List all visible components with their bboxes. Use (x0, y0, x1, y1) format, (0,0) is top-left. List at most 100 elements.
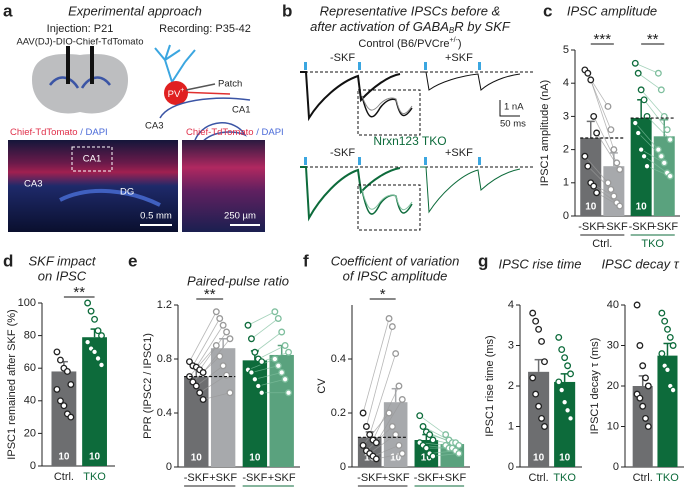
data-point (442, 431, 450, 439)
data-point (362, 423, 370, 430)
data-point (607, 126, 615, 134)
data-point (385, 315, 393, 322)
x-tick-label: TKO (656, 472, 679, 484)
data-point (541, 423, 548, 430)
y-tick-label: 0.4 (331, 353, 346, 365)
dg-cells (59, 189, 161, 207)
x-tick-label: +SKF (600, 221, 628, 233)
panel-letter: a (3, 1, 13, 20)
chart-title: Coefficient of variation (331, 253, 460, 268)
condition: -SKF (330, 147, 355, 159)
data-point (610, 146, 618, 154)
data-point (254, 382, 262, 390)
panel-letter: d (3, 251, 13, 270)
chart-title: on IPSC (38, 268, 87, 283)
pair-line (640, 149, 665, 164)
trace (300, 71, 401, 122)
x-tick-label: +SKF (438, 472, 466, 484)
ca3-label: CA3 (145, 121, 163, 132)
data-point (642, 414, 649, 422)
stain-label: Chief-TdTomato / DAPI (10, 127, 108, 138)
injection: Injection: P21 (47, 23, 114, 35)
chart: g IPSC rise time IPSC1 rise time (ms) 0 1 2 3 4… (478, 251, 582, 484)
y-tick-label: 5 (563, 44, 569, 56)
data-point (541, 358, 548, 366)
data-point (455, 450, 463, 457)
y-axis-label: CV (316, 378, 328, 394)
pair-line (646, 116, 671, 140)
stain: Chief-TdTomato (10, 127, 78, 138)
panel-letter: e (128, 251, 137, 270)
y-tick-label: 0.8 (157, 353, 172, 365)
data-point (663, 126, 671, 134)
data-point (654, 146, 662, 154)
data-point (278, 328, 286, 336)
pair-line (247, 311, 276, 326)
data-point (274, 362, 282, 370)
data-point (538, 414, 546, 422)
data-point (67, 413, 75, 421)
pair-line (189, 345, 217, 377)
pair-line (376, 453, 403, 460)
data-point (258, 389, 266, 397)
y-tick-label: 0.4 (157, 407, 172, 419)
group-label: TKO (257, 489, 280, 490)
data-point (634, 69, 642, 77)
x-tick-label: Ctrl. (529, 472, 549, 484)
data-point (604, 102, 612, 110)
trace (420, 71, 521, 91)
data-point (429, 452, 437, 460)
panel-letter: f (303, 251, 309, 270)
data-point (631, 59, 639, 67)
x-tick-label: +SKF (650, 221, 678, 233)
data-point (529, 309, 537, 317)
y-tick-label: 60 (24, 362, 36, 374)
data-point (567, 370, 574, 378)
chart-title: IPSC amplitude (567, 3, 657, 18)
tko-label: Nrxn123 TKO (373, 134, 446, 148)
x-tick-label: Ctrl. (633, 472, 653, 484)
pair-line (254, 372, 282, 380)
x-tick-label: -SKF (357, 472, 382, 484)
pair-line (366, 326, 393, 427)
data-point (251, 348, 259, 356)
data-point (388, 323, 396, 331)
chart: c IPSC amplitude IPSC1 amplitude (nA) 0 1 2 3 4… (539, 1, 680, 250)
y-tick-label: 30 (607, 339, 619, 351)
data-point (247, 369, 255, 376)
data-point (398, 450, 406, 457)
pair-line (593, 116, 618, 164)
y-tick-label: 0.2 (331, 407, 346, 419)
baseline (300, 71, 535, 168)
data-point (567, 414, 574, 422)
needle (90, 46, 94, 84)
data-point (636, 342, 644, 349)
y-axis-label: IPSC1 remained after SKF (%) (6, 309, 18, 459)
title-sub: B (449, 26, 455, 35)
chart: IPSC decay τ IPSC1 decay τ (ms) 0 10 20 30 40 C… (589, 256, 684, 484)
n-label: 10 (585, 202, 597, 213)
condition: +SKF (445, 147, 473, 159)
dendrites (154, 44, 196, 83)
data-point (94, 327, 102, 335)
data-point (392, 431, 400, 439)
stain-label: Chief-TdTomato / DAPI (186, 127, 284, 138)
scale-bar (499, 100, 520, 117)
data-point (258, 358, 266, 366)
panel-a: a Experimental approach Injection: P21 A… (3, 1, 284, 232)
scale-bar (230, 224, 260, 226)
data-point (660, 159, 668, 167)
data-point (640, 152, 648, 160)
y-tick-label: 40 (24, 395, 36, 407)
data-point (372, 455, 380, 463)
data-point (637, 146, 645, 154)
data-point (593, 189, 601, 197)
data-point (584, 69, 592, 77)
data-point (636, 394, 644, 402)
stim-marks (304, 62, 481, 165)
y-tick-label: 4 (563, 77, 569, 89)
data-point (226, 335, 234, 343)
data-point (56, 397, 64, 405)
